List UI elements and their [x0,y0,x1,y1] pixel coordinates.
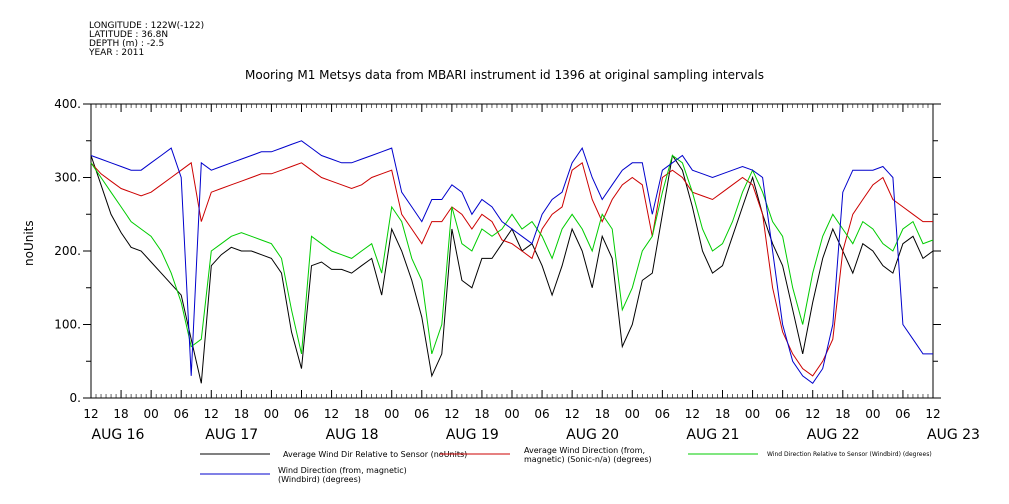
latitude-label: LATITUDE : 36.8N [89,30,169,40]
x-tick-label: 06 [775,407,790,421]
y-tick-label: 400. [54,97,81,111]
x-minor-ticks [90,104,934,398]
x-tick-label: 18 [234,407,249,421]
x-tick-label: 12 [204,407,219,421]
x-tick-label: 12 [925,407,940,421]
year-label: YEAR : 2011 [89,48,145,58]
x-tick-label: 12 [324,407,339,421]
x-tick-label: 06 [534,407,549,421]
x-tick-label: 18 [354,407,369,421]
x-tick-label: 18 [474,407,489,421]
x-tick-label: 00 [504,407,519,421]
x-tick-label: 12 [83,407,98,421]
x-tick-label: 18 [715,407,730,421]
x-tick-label: 06 [174,407,189,421]
y-tick-label: 200. [54,244,81,258]
x-day-label: AUG 20 [566,427,619,443]
x-day-label: AUG 18 [326,427,379,443]
plot-frame [90,103,934,399]
x-tick-label: 12 [565,407,580,421]
legend-swatch-series-1 [440,453,510,455]
x-day-label: AUG 23 [927,427,980,443]
x-day-label: AUG 16 [92,427,145,443]
x-tick-label: 00 [384,407,399,421]
series-line-2 [90,154,934,355]
longitude-label: LONGITUDE : 122W(-122) [89,21,205,31]
series-line-1 [90,161,933,377]
series-line-3 [90,140,933,385]
x-tick-label: 06 [895,407,910,421]
x-tick-label: 00 [264,407,279,421]
y-tick-label: 0. [70,391,81,405]
legend-swatch-series-3 [200,473,270,475]
x-tick-label: 18 [835,407,850,421]
y-tick-label: 100. [54,318,81,332]
x-tick-label: 06 [414,407,429,421]
y-tick-label: 300. [54,171,81,185]
x-tick-label: 06 [294,407,309,421]
x-tick-label: 00 [625,407,640,421]
y-minor-ticks [86,140,938,362]
legend-label-series-1: Average Wind Direction (from, magnetic) … [524,446,652,464]
x-tick-label: 00 [144,407,159,421]
x-tick-label: 12 [444,407,459,421]
x-tick-label: 18 [595,407,610,421]
x-tick-label: 12 [685,407,700,421]
x-tick-label: 18 [113,407,128,421]
depth-label: DEPTH (m) : -2.5 [89,39,165,49]
x-day-label: AUG 21 [686,427,739,443]
x-tick-label: 06 [655,407,670,421]
legend-label-series-3: Wind Direction (from, magnetic) (Windbir… [278,466,407,484]
x-tick-label: 00 [745,407,760,421]
x-day-label: AUG 22 [807,427,860,443]
x-day-label: AUG 19 [446,427,499,443]
legend-label-series-2: Wind Direction Relative to Sensor (Windb… [767,451,932,458]
x-tick-label: 12 [805,407,820,421]
legend-swatch-series-2 [688,453,758,455]
x-day-label: AUG 17 [205,427,258,443]
chart-title: Mooring M1 Metsys data from MBARI instru… [245,68,764,82]
legend-swatch-series-0 [200,453,270,455]
x-tick-label: 00 [865,407,880,421]
